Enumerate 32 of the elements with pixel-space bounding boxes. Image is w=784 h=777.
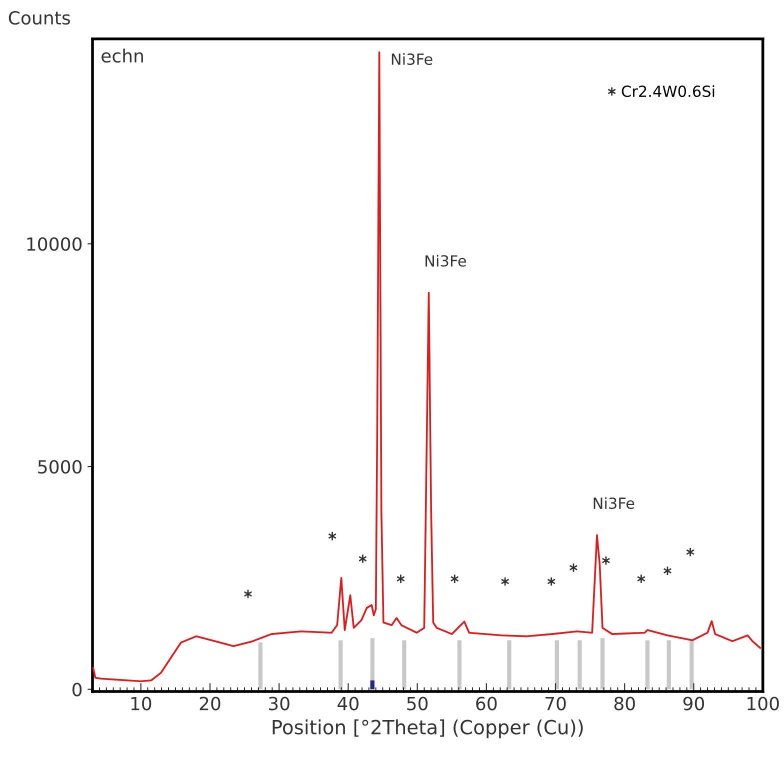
- bar: [402, 640, 406, 690]
- annotation: Ni3Fe: [426, 254, 466, 267]
- y-axis-title: Counts: [8, 11, 70, 25]
- x-tick-label: 10: [131, 696, 152, 710]
- y-tick-label: 0: [72, 682, 82, 696]
- x-tick-label: 70: [546, 696, 566, 710]
- bar: [690, 640, 694, 690]
- y-tick-label: 5000: [38, 460, 82, 474]
- bar: [666, 640, 671, 690]
- bar: [457, 640, 462, 690]
- x-tick-label: 80: [614, 696, 635, 710]
- x-tick-label: 30: [268, 696, 290, 710]
- bar: [578, 640, 582, 690]
- annotation: echn: [102, 48, 143, 63]
- x-tick-label: 100: [748, 696, 779, 710]
- annotation: Ni3Fe: [392, 53, 432, 65]
- legend-label: Cr2.4W0.6Si: [622, 85, 714, 98]
- bar: [507, 640, 512, 690]
- bar: [338, 640, 343, 690]
- annotation: Ni3Fe: [594, 497, 634, 510]
- x-tick-label: 20: [200, 696, 220, 710]
- bar: [370, 680, 374, 690]
- bar: [258, 642, 263, 690]
- x-tick-label: 50: [407, 696, 428, 710]
- bar: [645, 640, 650, 690]
- x-axis-title: Position [°2Theta] (Copper (Cu)): [272, 719, 583, 738]
- x-tick-label: 40: [338, 696, 358, 710]
- x-tick-label: 90: [683, 696, 704, 710]
- x-tick-label: 60: [476, 696, 497, 710]
- y-tick-label: 10000: [27, 237, 82, 251]
- bar: [600, 638, 605, 690]
- bar: [554, 640, 559, 690]
